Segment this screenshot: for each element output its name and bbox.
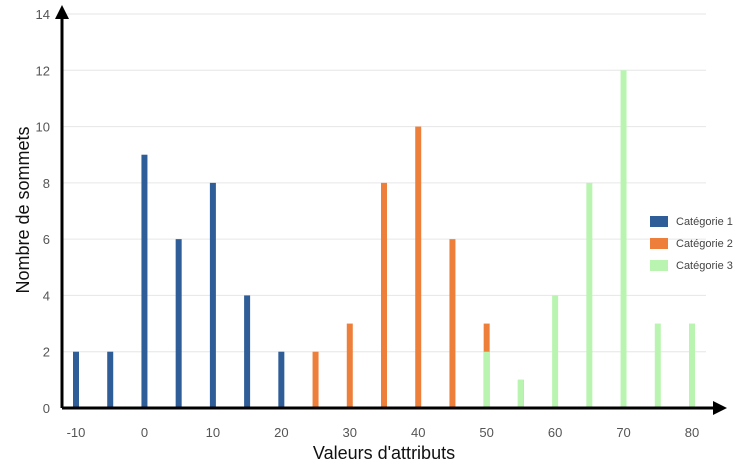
bar-series-3: [483, 351, 490, 408]
legend-swatch: [650, 260, 668, 271]
y-tick-label: 8: [43, 176, 50, 191]
x-axis-arrow-icon: [713, 401, 727, 415]
bar-series-3: [552, 295, 559, 408]
bar-series-3: [517, 379, 524, 408]
bar-series-1: [141, 154, 148, 408]
y-axis-arrow-icon: [55, 5, 69, 19]
bar-series-1: [278, 351, 285, 408]
y-tick-label: 12: [36, 63, 50, 78]
bar-series-3: [654, 323, 661, 408]
y-tick-label: 4: [43, 288, 50, 303]
bar-series-1: [107, 351, 114, 408]
bar-series-2: [449, 239, 456, 408]
legend-swatch: [650, 238, 668, 249]
bar-series-3: [689, 323, 695, 408]
x-tick-label: 80: [685, 425, 699, 440]
bar-series-1: [175, 239, 182, 408]
bar-series-2: [312, 351, 319, 408]
y-tick-label: 10: [36, 120, 50, 135]
x-tick-label: 10: [206, 425, 220, 440]
y-tick-label: 6: [43, 232, 50, 247]
legend: Catégorie 1 Catégorie 2 Catégorie 3: [650, 216, 733, 272]
x-tick-label: 70: [616, 425, 630, 440]
x-tick-label: -10: [67, 425, 86, 440]
y-tick-label: 0: [43, 401, 50, 416]
legend-label: Catégorie 2: [676, 238, 733, 250]
x-tick-label: 40: [411, 425, 425, 440]
legend-label: Catégorie 1: [676, 216, 733, 228]
x-tick-label: 30: [343, 425, 357, 440]
x-tick-labels: -10 0 10 20 30 40 50 60 70 80: [67, 425, 700, 440]
bar-series-3: [586, 182, 593, 408]
bar-series-1: [244, 295, 251, 408]
x-tick-label: 50: [479, 425, 493, 440]
bar-series-1: [73, 351, 79, 408]
x-tick-label: 20: [274, 425, 288, 440]
y-axis-label: Nombre de sommets: [13, 126, 33, 293]
x-tick-label: 0: [141, 425, 148, 440]
y-tick-label: 14: [36, 7, 50, 22]
bar-series-2: [346, 323, 353, 408]
bar-series-3: [620, 70, 627, 409]
bar-series-2: [381, 182, 387, 408]
y-tick-label: 2: [43, 345, 50, 360]
x-axis-label: Valeurs d'attributs: [313, 443, 455, 463]
legend-swatch: [650, 216, 668, 227]
axes: [55, 5, 727, 415]
bar-series-1: [209, 182, 216, 408]
bars-layer: [73, 70, 695, 409]
bar-series-2: [415, 126, 422, 409]
legend-label: Catégorie 3: [676, 260, 733, 272]
y-tick-labels: 0 2 4 6 8 10 12 14: [36, 7, 50, 416]
x-tick-label: 60: [548, 425, 562, 440]
